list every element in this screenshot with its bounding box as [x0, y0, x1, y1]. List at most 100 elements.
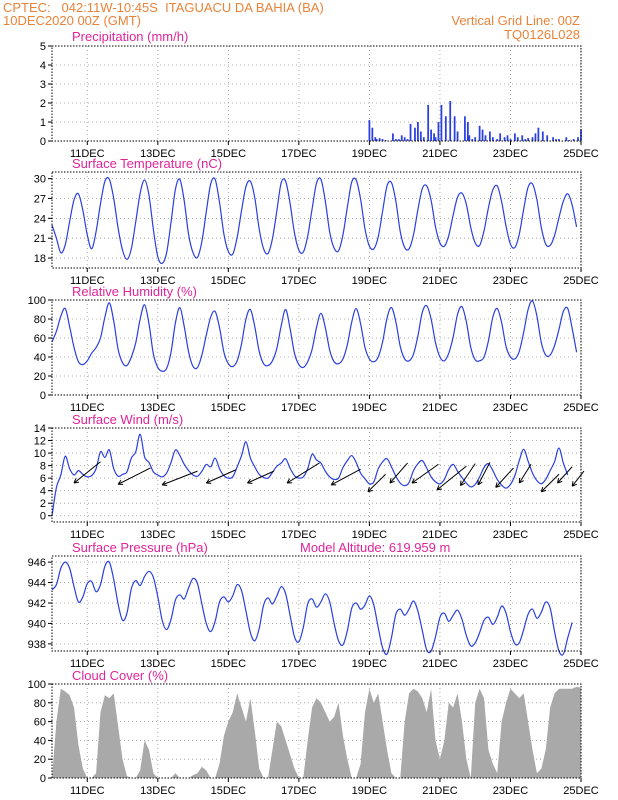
x-tick-label: 17DEC: [281, 785, 317, 797]
grid-line-note: Vertical Grid Line: 00Z: [451, 13, 580, 28]
x-tick-label: 11DEC: [70, 402, 105, 414]
y-tick-label: 4: [40, 486, 46, 498]
y-tick-label: 8: [40, 461, 46, 473]
precip-bar: [375, 139, 378, 141]
header: CPTEC: 042:11W-10:45S ITAGUACU DA BAHIA …: [0, 0, 618, 44]
precip-bar: [444, 116, 447, 141]
panel-title: Cloud Cover (%): [72, 668, 168, 683]
x-tick-label: 23DEC: [493, 275, 529, 287]
x-tick-label: 25DEC: [563, 148, 599, 160]
precip-bar: [555, 139, 557, 141]
precip-bar: [552, 137, 554, 141]
precip-bar: [572, 139, 575, 141]
y-tick-label: 18: [34, 253, 46, 265]
x-tick-label: 19DEC: [352, 148, 388, 160]
x-tick-label: 15DEC: [211, 148, 247, 160]
wind-arrow-head: [557, 478, 563, 484]
x-tick-label: 11DEC: [70, 148, 105, 160]
wind-arrow-shaft: [117, 467, 151, 485]
y-tick-label: 5: [40, 41, 46, 53]
model-id: TQ0126L028: [504, 27, 580, 42]
x-tick-label: 15DEC: [211, 658, 247, 670]
precip-bar: [521, 135, 524, 141]
wind-arrow-shaft: [571, 470, 585, 487]
y-tick-label: 942: [28, 598, 46, 610]
y-tick-label: 27: [34, 193, 46, 205]
y-tick-label: 0: [40, 390, 46, 402]
x-tick-label: 19DEC: [352, 402, 388, 414]
wind-arrow-head: [460, 480, 466, 486]
wind-arrow-shaft: [495, 467, 514, 488]
precip-bar: [474, 137, 477, 141]
run-date: 10DEC2020 00Z (GMT): [3, 13, 141, 28]
wind-arrow-shaft: [557, 466, 573, 484]
precip-bar: [534, 133, 537, 141]
wind-arrow-shaft: [247, 470, 275, 484]
y-tick-label: 3: [40, 79, 46, 91]
x-tick-label: 21DEC: [422, 529, 458, 541]
precip-bar: [506, 135, 509, 141]
precip-bar: [381, 139, 384, 141]
precip-bar: [422, 137, 425, 141]
wind-arrow-head: [436, 485, 443, 491]
x-tick-label: 19DEC: [352, 658, 388, 670]
precip-bar: [468, 135, 471, 141]
panel-frame: [51, 427, 582, 523]
x-tick-label: 23DEC: [493, 785, 529, 797]
panel-title: Surface Temperature (nC): [72, 156, 222, 171]
y-tick-label: 40: [34, 352, 46, 364]
y-tick-label: 60: [34, 333, 46, 345]
precip-bar: [524, 139, 527, 141]
y-tick-label: 80: [34, 698, 46, 710]
precip-bar: [403, 137, 406, 141]
precip-bar: [503, 137, 506, 141]
panel-frame: [51, 683, 582, 779]
panel-frame: [51, 555, 582, 652]
x-tick-label: 15DEC: [211, 529, 247, 541]
cloud-area: [52, 686, 581, 778]
x-tick-label: 13DEC: [140, 402, 176, 414]
precip-bar: [546, 135, 549, 141]
wind-arrow-head: [117, 479, 124, 485]
x-tick-label: 23DEC: [493, 148, 529, 160]
series-line: [51, 176, 578, 265]
y-tick-label: 4: [40, 60, 46, 72]
wind-arrow-head: [330, 480, 337, 486]
y-tick-label: 40: [34, 735, 46, 747]
wind-arrow-shaft: [436, 465, 467, 491]
precip-bar: [527, 138, 529, 141]
x-tick-label: 17DEC: [281, 275, 317, 287]
y-tick-label: 6: [40, 473, 46, 485]
precip-bar: [481, 129, 484, 141]
wind-arrow-shaft: [162, 470, 198, 486]
y-tick-label: 12: [34, 436, 46, 448]
y-tick-label: 60: [34, 717, 46, 729]
y-tick-label: 24: [34, 213, 46, 225]
y-tick-label: 20: [34, 754, 46, 766]
precip-bar: [430, 129, 432, 141]
y-tick-label: 2: [40, 498, 46, 510]
x-tick-label: 25DEC: [563, 658, 599, 670]
x-tick-label: 25DEC: [563, 275, 599, 287]
precip-bar: [541, 131, 544, 141]
precip-bar: [491, 137, 494, 141]
precip-bar: [417, 122, 419, 141]
y-tick-label: 80: [34, 314, 46, 326]
precip-bar: [478, 125, 481, 141]
precip-bar: [499, 133, 502, 141]
y-tick-label: 944: [28, 578, 46, 590]
y-tick-label: 0: [40, 511, 46, 523]
precip-bar: [558, 139, 560, 141]
wind-arrow-head: [247, 478, 253, 484]
wind-arrow-shaft: [460, 463, 476, 486]
x-tick-label: 17DEC: [281, 658, 317, 670]
wind-arrow-shaft: [389, 462, 408, 484]
precip-bar: [414, 127, 416, 141]
wind-arrow-shaft: [477, 462, 491, 486]
wind-arrow-head: [540, 486, 547, 493]
y-tick-label: 21: [34, 233, 46, 245]
precip-bar: [516, 137, 519, 141]
series-line: [51, 560, 573, 656]
panel-title: Surface Pressure (hPa): [72, 540, 208, 555]
